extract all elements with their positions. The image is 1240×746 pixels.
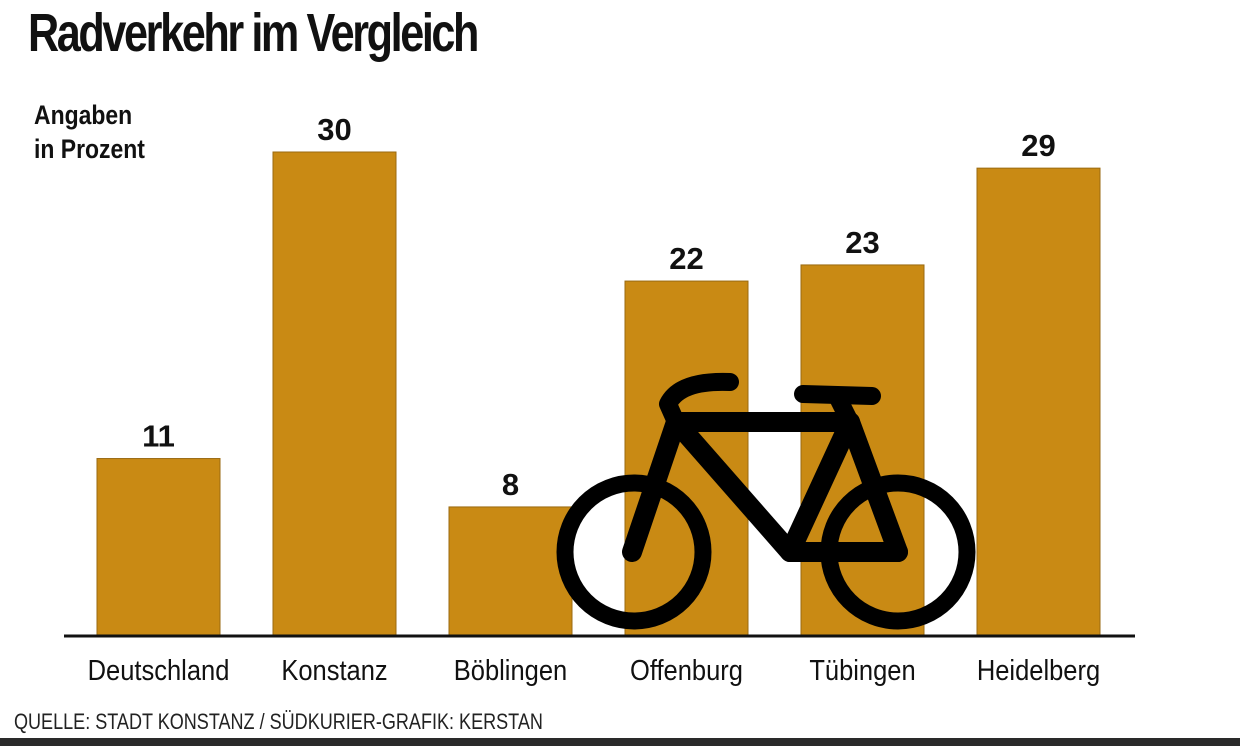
bottom-rule bbox=[0, 738, 1240, 746]
source-note: QUELLE: STADT KONSTANZ / SÜDKURIER-GRAFI… bbox=[14, 709, 543, 734]
bar-deutschland bbox=[96, 458, 221, 637]
bar-offenburg bbox=[624, 280, 749, 637]
labels-group: 11 Deutschland 30 Konstanz 8 Böblingen 22 Offen… bbox=[88, 112, 1101, 686]
category-label: Tübingen bbox=[809, 653, 915, 686]
bar-heidelberg bbox=[976, 167, 1101, 637]
bicycle-icon bbox=[556, 372, 976, 630]
value-label: 11 bbox=[142, 419, 175, 454]
unit-label-line2: in Prozent bbox=[34, 134, 145, 164]
chart-title: Radverkehr im Vergleich bbox=[28, 3, 479, 63]
value-label: 29 bbox=[1021, 128, 1055, 163]
value-label: 22 bbox=[669, 241, 703, 276]
unit-label: Angaben in Prozent bbox=[34, 98, 145, 166]
bars-group bbox=[96, 151, 1101, 637]
category-label: Deutschland bbox=[88, 653, 230, 686]
category-label: Offenburg bbox=[630, 653, 743, 686]
value-label: 8 bbox=[502, 467, 519, 502]
category-label: Böblingen bbox=[454, 653, 567, 686]
value-label: 23 bbox=[845, 225, 879, 260]
bar-konstanz bbox=[272, 151, 397, 637]
unit-label-line1: Angaben bbox=[34, 100, 133, 130]
category-label: Heidelberg bbox=[977, 653, 1100, 686]
category-label: Konstanz bbox=[281, 653, 387, 686]
bar-böblingen bbox=[448, 506, 573, 637]
value-label: 30 bbox=[317, 112, 351, 147]
